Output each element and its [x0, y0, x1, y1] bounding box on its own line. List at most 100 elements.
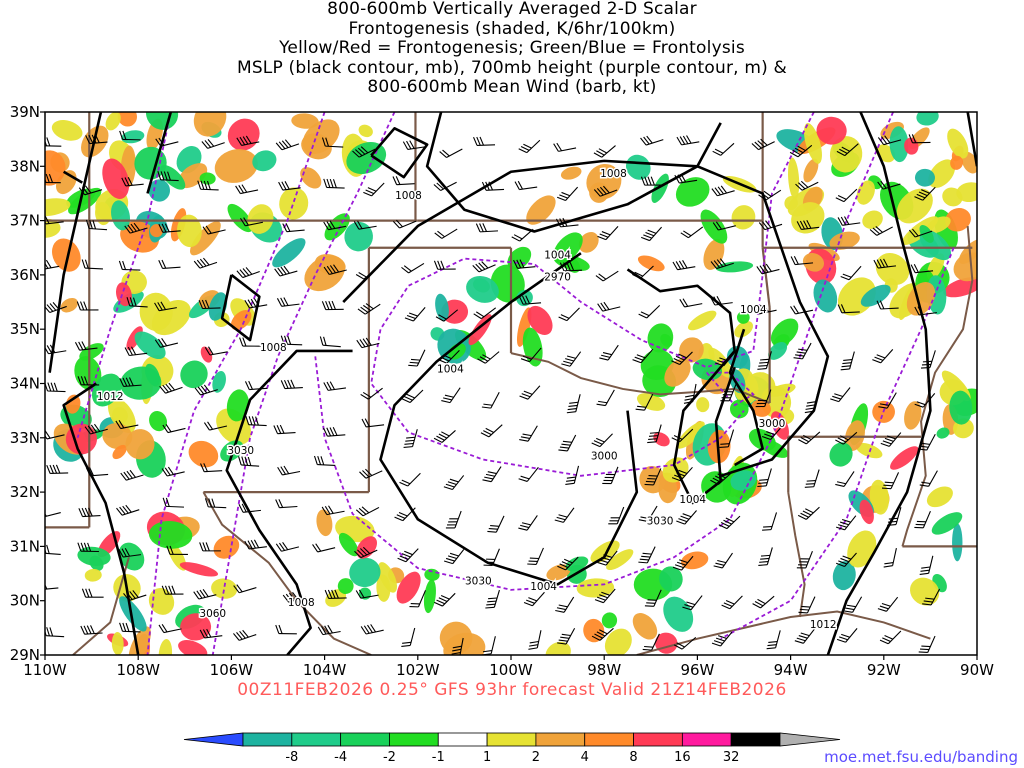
wind-barb — [554, 507, 575, 523]
height-label: 3030 — [227, 445, 254, 457]
shade-blob — [926, 486, 953, 508]
shade-blob — [65, 394, 81, 414]
wind-barb — [835, 188, 858, 203]
wind-barb — [599, 344, 619, 361]
legend-label: 2 — [532, 750, 540, 765]
wind-barb — [876, 300, 899, 310]
shade-blob — [802, 253, 825, 272]
wind-barb — [233, 584, 257, 594]
shade-blob — [731, 205, 756, 230]
wind-barb — [481, 181, 505, 191]
shade-blob — [936, 427, 950, 439]
legend-label: 8 — [629, 750, 637, 765]
wind-barb — [124, 222, 148, 234]
wind-barb — [85, 219, 108, 231]
shade-blob — [687, 310, 717, 331]
wind-barb — [354, 546, 378, 559]
wind-barb — [116, 504, 140, 516]
wind-barb — [711, 185, 735, 197]
wind-barb — [555, 217, 579, 228]
shade-blob — [376, 574, 391, 602]
lon-tick-label: 98W — [587, 661, 621, 679]
wind-barb — [401, 627, 416, 647]
wind-barb — [121, 176, 144, 187]
frontogenesis-shading — [45, 112, 977, 655]
wind-barb — [81, 259, 103, 270]
wind-barb — [245, 415, 267, 427]
wind-barb — [199, 542, 221, 552]
wind-barb — [280, 379, 303, 390]
shade-blob — [134, 331, 166, 360]
wind-barb — [638, 546, 656, 564]
lon-tick-label: 104W — [303, 661, 347, 679]
wind-barb — [162, 497, 185, 508]
shade-blob — [102, 423, 133, 450]
wind-barb — [161, 466, 185, 477]
height-contour — [720, 247, 955, 640]
wind-barb — [591, 433, 613, 448]
wind-barb — [642, 633, 660, 651]
shade-blob — [51, 120, 83, 141]
shade-blob — [943, 277, 977, 298]
wind-barb — [798, 596, 816, 614]
wind-barb — [45, 430, 65, 440]
shade-blob — [45, 198, 71, 217]
shade-blob — [424, 568, 440, 581]
wind-barb — [433, 430, 456, 443]
shade-blob — [378, 562, 398, 593]
shade-blob — [212, 371, 226, 393]
wind-barb — [680, 226, 704, 239]
credit-link[interactable]: moe.met.fsu.edu/banding — [824, 748, 1018, 766]
mslp-contour — [626, 268, 736, 505]
wind-barb — [45, 627, 65, 638]
wind-barb — [518, 295, 542, 305]
shade-blob — [349, 557, 381, 588]
wind-barb — [880, 432, 902, 447]
wind-barb — [918, 635, 936, 654]
shade-blob — [860, 284, 891, 307]
shade-blob — [291, 113, 319, 129]
wind-barb — [514, 180, 538, 191]
wind-barb — [200, 463, 223, 473]
wind-barb — [199, 628, 223, 639]
wind-barb — [712, 142, 735, 156]
mslp-contour — [220, 273, 261, 342]
wind-barb — [238, 503, 262, 513]
wind-barb — [155, 137, 179, 147]
shade-blob — [770, 411, 789, 440]
wind-barb — [78, 507, 101, 518]
wind-barb — [761, 425, 783, 441]
legend-label: -4 — [334, 750, 347, 765]
mslp-label: 1004 — [740, 304, 767, 316]
shade-blob — [862, 210, 883, 229]
legend-swatch — [389, 732, 439, 747]
shade-blob — [952, 523, 963, 562]
shade-blob — [803, 158, 819, 183]
mslp-contour — [48, 112, 103, 373]
wind-barb — [317, 624, 341, 636]
wind-barb — [124, 346, 148, 357]
title-line: Yellow/Red = Frontogenesis; Green/Blue =… — [279, 38, 745, 58]
wind-barb — [360, 387, 383, 400]
wind-barb — [640, 176, 663, 186]
wind-barb — [835, 431, 858, 445]
mslp-contour — [342, 159, 830, 478]
wind-barb — [720, 383, 737, 402]
wind-barb — [445, 510, 462, 529]
wind-barb — [877, 135, 902, 146]
shade-blob — [856, 180, 875, 205]
wind-barb — [593, 185, 618, 197]
wind-barb — [324, 589, 347, 599]
wind-barb — [404, 306, 426, 322]
wind-barb — [321, 137, 344, 148]
wind-barb — [473, 307, 497, 320]
wind-barb — [154, 301, 177, 312]
wind-barb — [555, 596, 575, 613]
shade-blob — [344, 221, 373, 252]
wind-barb — [519, 425, 538, 442]
state-border — [761, 247, 771, 308]
wind-barb — [644, 589, 662, 607]
wind-barb — [804, 393, 819, 414]
wind-barb — [45, 302, 67, 314]
legend-swatch — [730, 732, 781, 747]
